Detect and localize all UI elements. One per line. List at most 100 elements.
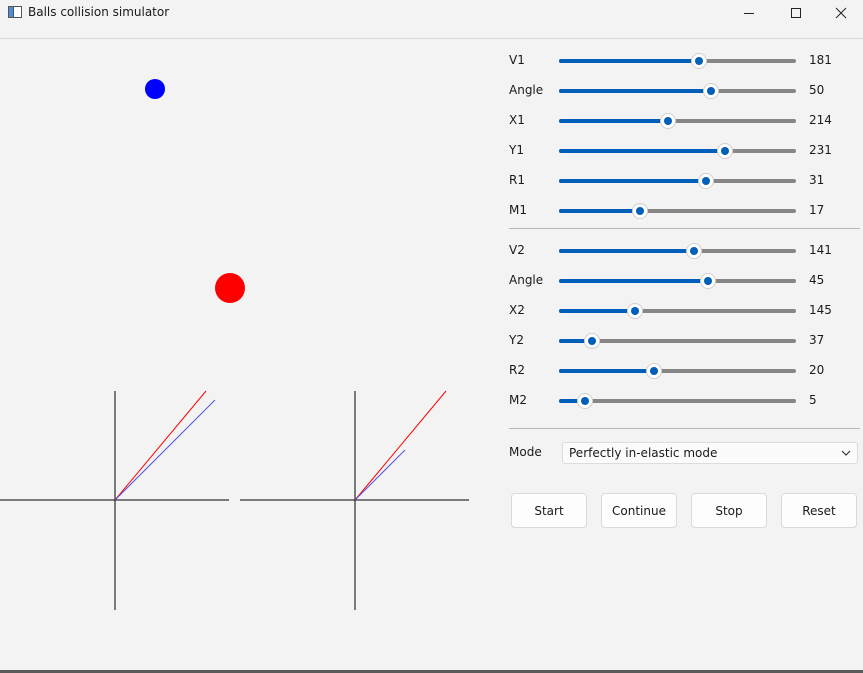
slider-thumb[interactable] [697, 173, 714, 189]
slider-thumb[interactable] [702, 83, 719, 99]
slider-thumb[interactable] [584, 333, 601, 349]
slider-thumb[interactable] [577, 393, 594, 409]
ball2-x2-row: X2 145 [500, 300, 863, 320]
slider-fill [559, 149, 725, 153]
ball1-m1-label: M1 [509, 203, 527, 217]
mode-label: Mode [509, 445, 542, 459]
slider-thumb[interactable] [660, 113, 677, 129]
ball2-v2-value: 141 [809, 243, 832, 257]
slider-fill [559, 59, 699, 63]
mode-dropdown[interactable]: Perfectly in-elastic mode [562, 442, 858, 464]
slider-fill [559, 249, 695, 253]
ball1-r1-row: R1 31 [500, 170, 863, 190]
ball1-x1-label: X1 [509, 113, 525, 127]
ball-1 [145, 79, 165, 99]
graph-right-vector-blue [354, 449, 406, 501]
ball1-y1-label: Y1 [509, 143, 524, 157]
ball2-r2-row: R2 20 [500, 360, 863, 380]
ball1-v1-label: V1 [509, 53, 525, 67]
ball1-m1-row: M1 17 [500, 200, 863, 220]
slider-thumb[interactable] [626, 303, 643, 319]
slider-fill [559, 339, 593, 343]
slider-fill [559, 209, 640, 213]
ball2-r2-label: R2 [509, 363, 525, 377]
reset-button[interactable]: Reset [781, 493, 857, 528]
close-button[interactable] [818, 0, 863, 26]
slider-fill [559, 179, 706, 183]
ball2-m2-label: M2 [509, 393, 527, 407]
simulation-canvas [0, 79, 469, 610]
window-bottom-edge [0, 670, 863, 673]
separator-1 [509, 228, 860, 229]
slider-fill [559, 119, 669, 123]
title-bar: Balls collision simulator [0, 0, 863, 39]
ball2-x2-value: 145 [809, 303, 832, 317]
ball2-v2-label: V2 [509, 243, 525, 257]
ball2-v2-row: V2 141 [500, 240, 863, 260]
ball1-v1-slider[interactable] [559, 53, 796, 69]
slider-thumb[interactable] [686, 243, 703, 259]
ball1-angle-row: Angle 50 [500, 80, 863, 100]
ball2-x2-slider[interactable] [559, 303, 796, 319]
ball2-m2-value: 5 [809, 393, 817, 407]
mode-selected-value: Perfectly in-elastic mode [569, 446, 718, 460]
slider-thumb[interactable] [631, 203, 648, 219]
ball2-angle-slider[interactable] [559, 273, 796, 289]
slider-fill [559, 89, 711, 93]
velocity-graph-left [0, 390, 229, 610]
ball2-angle-value: 45 [809, 273, 825, 287]
ball2-v2-slider[interactable] [559, 243, 796, 259]
ball1-angle-label: Angle [509, 83, 544, 97]
close-icon [835, 7, 847, 19]
ball1-v1-row: V1 181 [500, 50, 863, 70]
graph-left-vector-blue [114, 399, 216, 501]
chevron-down-icon [841, 450, 851, 456]
minimize-icon [744, 13, 754, 14]
window-title: Balls collision simulator [28, 5, 170, 19]
slider-thumb[interactable] [645, 363, 662, 379]
ball1-y1-slider[interactable] [559, 143, 796, 159]
ball1-y1-row: Y1 231 [500, 140, 863, 160]
slider-fill [559, 399, 586, 403]
ball1-v1-value: 181 [809, 53, 832, 67]
ball2-y2-value: 37 [809, 333, 825, 347]
ball1-x1-value: 214 [809, 113, 832, 127]
ball1-x1-slider[interactable] [559, 113, 796, 129]
start-button[interactable]: Start [511, 493, 587, 528]
velocity-graph-right [240, 390, 469, 610]
ball2-m2-row: M2 5 [500, 390, 863, 410]
ball1-y1-value: 231 [809, 143, 832, 157]
ball-2 [215, 273, 245, 303]
ball2-r2-value: 20 [809, 363, 825, 377]
ball1-r1-label: R1 [509, 173, 525, 187]
slider-fill [559, 369, 654, 373]
ball1-x1-row: X1 214 [500, 110, 863, 130]
slider-fill [559, 309, 635, 313]
ball2-r2-slider[interactable] [559, 363, 796, 379]
slider-thumb[interactable] [716, 143, 733, 159]
app-icon [8, 6, 22, 18]
minimize-button[interactable] [726, 0, 772, 26]
stop-button[interactable]: Stop [691, 493, 767, 528]
ball1-m1-value: 17 [809, 203, 825, 217]
controls-panel: V1 181 Angle 50 X1 214 Y1 231 R1 31 M1 17 V2 141 Angl… [500, 40, 863, 670]
ball1-r1-slider[interactable] [559, 173, 796, 189]
ball2-x2-label: X2 [509, 303, 525, 317]
graph-left-vector-red [114, 390, 207, 501]
continue-button[interactable]: Continue [601, 493, 677, 528]
ball1-m1-slider[interactable] [559, 203, 796, 219]
slider-fill [559, 279, 709, 283]
ball2-y2-slider[interactable] [559, 333, 796, 349]
ball2-angle-label: Angle [509, 273, 544, 287]
maximize-button[interactable] [773, 0, 819, 26]
ball2-y2-row: Y2 37 [500, 330, 863, 350]
maximize-icon [791, 8, 801, 18]
slider-thumb[interactable] [700, 273, 717, 289]
separator-2 [509, 428, 860, 429]
ball2-m2-slider[interactable] [559, 393, 796, 409]
ball2-angle-row: Angle 45 [500, 270, 863, 290]
ball1-angle-value: 50 [809, 83, 825, 97]
slider-thumb[interactable] [690, 53, 707, 69]
ball1-angle-slider[interactable] [559, 83, 796, 99]
ball1-r1-value: 31 [809, 173, 825, 187]
